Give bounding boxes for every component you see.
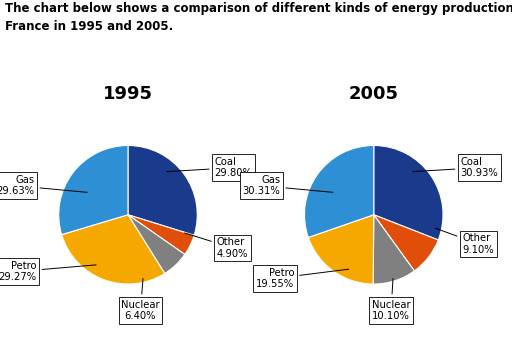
Wedge shape: [374, 215, 438, 271]
Text: Gas
29.63%: Gas 29.63%: [0, 175, 87, 197]
Wedge shape: [128, 146, 197, 236]
Wedge shape: [373, 215, 414, 284]
Wedge shape: [61, 215, 165, 284]
Title: 1995: 1995: [103, 85, 153, 103]
Title: 2005: 2005: [349, 85, 399, 103]
Text: Coal
30.93%: Coal 30.93%: [413, 157, 498, 178]
Text: Other
9.10%: Other 9.10%: [435, 228, 494, 255]
Text: Coal
29.80%: Coal 29.80%: [167, 157, 252, 178]
Wedge shape: [374, 146, 443, 240]
Text: Other
4.90%: Other 4.90%: [185, 233, 248, 259]
Text: Petro
29.27%: Petro 29.27%: [0, 261, 96, 282]
Wedge shape: [59, 146, 128, 235]
Text: Petro
19.55%: Petro 19.55%: [256, 268, 349, 289]
Text: The chart below shows a comparison of different kinds of energy production in: The chart below shows a comparison of di…: [5, 2, 512, 15]
Text: Nuclear
6.40%: Nuclear 6.40%: [121, 278, 160, 321]
Text: Nuclear
10.10%: Nuclear 10.10%: [372, 278, 411, 321]
Wedge shape: [128, 215, 194, 254]
Wedge shape: [128, 215, 185, 273]
Text: France in 1995 and 2005.: France in 1995 and 2005.: [5, 20, 174, 33]
Wedge shape: [305, 146, 374, 237]
Text: Gas
30.31%: Gas 30.31%: [243, 175, 333, 197]
Wedge shape: [308, 215, 374, 284]
